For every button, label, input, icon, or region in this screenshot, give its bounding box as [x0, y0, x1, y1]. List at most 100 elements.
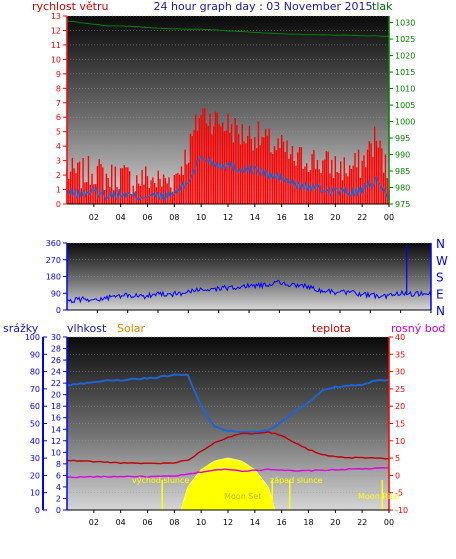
pressure-y-tick-label: 975 [395, 200, 410, 209]
humidity-y-tick-label: 0 [56, 506, 61, 515]
climate-x-tick-label: 16 [277, 518, 287, 527]
climate-x-tick-label: 10 [196, 518, 206, 527]
moonset-annotation: Moon Set [224, 492, 261, 501]
pressure-y-tick-label: 980 [395, 184, 410, 193]
humidity-y-tick-label: 14 [51, 425, 61, 434]
chart-title: 24 hour graph day : 03 November 2015 [153, 0, 372, 13]
wind-x-tick-label: 10 [196, 213, 206, 222]
dew-point-line [66, 467, 390, 479]
temperature-y-tick-label: 0 [395, 471, 400, 480]
compass-label: N [436, 304, 445, 318]
wind-y-tick-label: 1 [56, 186, 61, 195]
wind-y-tick-label: 9 [56, 70, 61, 79]
pressure-y-tick-label: 1025 [395, 35, 415, 44]
sunset-annotation: západ slunce [270, 476, 323, 485]
temperature-y-tick-label: -5 [395, 489, 403, 498]
wind-x-tick-label: 22 [357, 213, 367, 222]
rain-y-tick-label: 60 [30, 402, 40, 411]
wind-x-tick-label: 16 [277, 213, 287, 222]
humidity-y-tick-label: 8 [56, 460, 61, 469]
dew-point-axis-title: rosný bod [391, 322, 445, 335]
wind-y-tick-label: 5 [56, 128, 61, 137]
wind-x-tick-label: 04 [116, 213, 126, 222]
wind-y-tick-label: 11 [51, 41, 61, 50]
wind-x-tick-label: 02 [89, 213, 99, 222]
wind-x-tick-label: 20 [330, 213, 340, 222]
humidity-y-tick-label: 2 [56, 494, 61, 503]
humidity-y-tick-label: 16 [51, 414, 61, 423]
direction-y-tick-label: 360 [46, 239, 61, 248]
wind-speed-axis-title: rychlost větru [32, 0, 108, 13]
rain-y-tick-label: 20 [30, 471, 40, 480]
wind-y-tick-label: 13 [51, 12, 61, 21]
rain-axis-title: srážky [3, 322, 39, 335]
humidity-y-tick-label: 22 [51, 379, 61, 388]
wind-x-tick-label: 08 [169, 213, 179, 222]
climate-x-tick-label: 22 [357, 518, 367, 527]
rain-y-tick-label: 100 [25, 333, 40, 342]
wind-y-tick-label: 4 [56, 142, 61, 151]
pressure-line [66, 20, 389, 37]
axes-layer: 0123456789101112139759809859909951000100… [25, 12, 448, 527]
climate-x-tick-label: 18 [303, 518, 313, 527]
sunrise-annotation: východ slunce [132, 476, 189, 485]
temperature-line [66, 431, 390, 465]
rain-y-tick-label: 50 [30, 420, 40, 429]
climate-x-tick-label: 12 [223, 518, 233, 527]
climate-x-tick-label: 06 [142, 518, 152, 527]
humidity-y-tick-label: 10 [51, 448, 61, 457]
temperature-y-tick-label: 30 [395, 368, 405, 377]
wind-x-tick-label: 12 [223, 213, 233, 222]
rain-y-tick-label: 70 [30, 385, 40, 394]
climate-x-tick-label: 20 [330, 518, 340, 527]
pressure-y-tick-label: 1015 [395, 68, 415, 77]
temperature-y-tick-label: -10 [395, 506, 408, 515]
direction-y-tick-label: 180 [46, 273, 61, 282]
wind-y-tick-label: 12 [51, 26, 61, 35]
climate-x-tick-label: 00 [384, 518, 394, 527]
humidity-y-tick-label: 30 [51, 333, 61, 342]
wind-speed-line [66, 155, 390, 202]
temperature-y-tick-label: 10 [395, 437, 405, 446]
rain-y-tick-label: 90 [30, 350, 40, 359]
humidity-y-tick-label: 18 [51, 402, 61, 411]
data-marks-layer [66, 20, 432, 511]
temperature-y-tick-label: 20 [395, 402, 405, 411]
pressure-y-tick-label: 985 [395, 167, 410, 176]
pressure-y-tick-label: 1000 [395, 118, 415, 127]
temperature-y-tick-label: 5 [395, 454, 400, 463]
direction-y-tick-label: 0 [56, 306, 61, 315]
rain-y-tick-label: 80 [30, 368, 40, 377]
temperature-y-tick-label: 15 [395, 420, 405, 429]
climate-x-tick-label: 04 [116, 518, 126, 527]
temperature-y-tick-label: 25 [395, 385, 405, 394]
solar-axis-title: Solar [117, 322, 146, 335]
rain-y-tick-label: 30 [30, 454, 40, 463]
wind-x-tick-label: 06 [142, 213, 152, 222]
humidity-y-tick-label: 4 [56, 483, 61, 492]
humidity-y-tick-label: 28 [51, 345, 61, 354]
compass-label: E [436, 287, 444, 301]
rain-y-tick-label: 0 [35, 506, 40, 515]
pressure-y-tick-label: 1030 [395, 19, 415, 28]
temperature-y-tick-label: 35 [395, 350, 405, 359]
wind-y-tick-label: 6 [56, 113, 61, 122]
wind-direction-line [66, 279, 432, 304]
climate-x-tick-label: 14 [250, 518, 260, 527]
moonrise-annotation: Moon Rise [358, 492, 399, 501]
wind-y-tick-label: 0 [56, 200, 61, 209]
wind-x-tick-label: 18 [303, 213, 313, 222]
wind-x-tick-label: 14 [250, 213, 260, 222]
wind-y-tick-label: 7 [56, 99, 61, 108]
temperature-axis-title: teplota [312, 322, 351, 335]
pressure-y-tick-label: 995 [395, 134, 410, 143]
pressure-y-tick-label: 990 [395, 151, 410, 160]
wind-y-tick-label: 3 [56, 157, 61, 166]
rain-y-tick-label: 10 [30, 489, 40, 498]
humidity-y-tick-label: 20 [51, 391, 61, 400]
humidity-y-tick-label: 12 [51, 437, 61, 446]
compass-label: S [436, 271, 444, 285]
pressure-axis-title: tlak [372, 0, 393, 13]
